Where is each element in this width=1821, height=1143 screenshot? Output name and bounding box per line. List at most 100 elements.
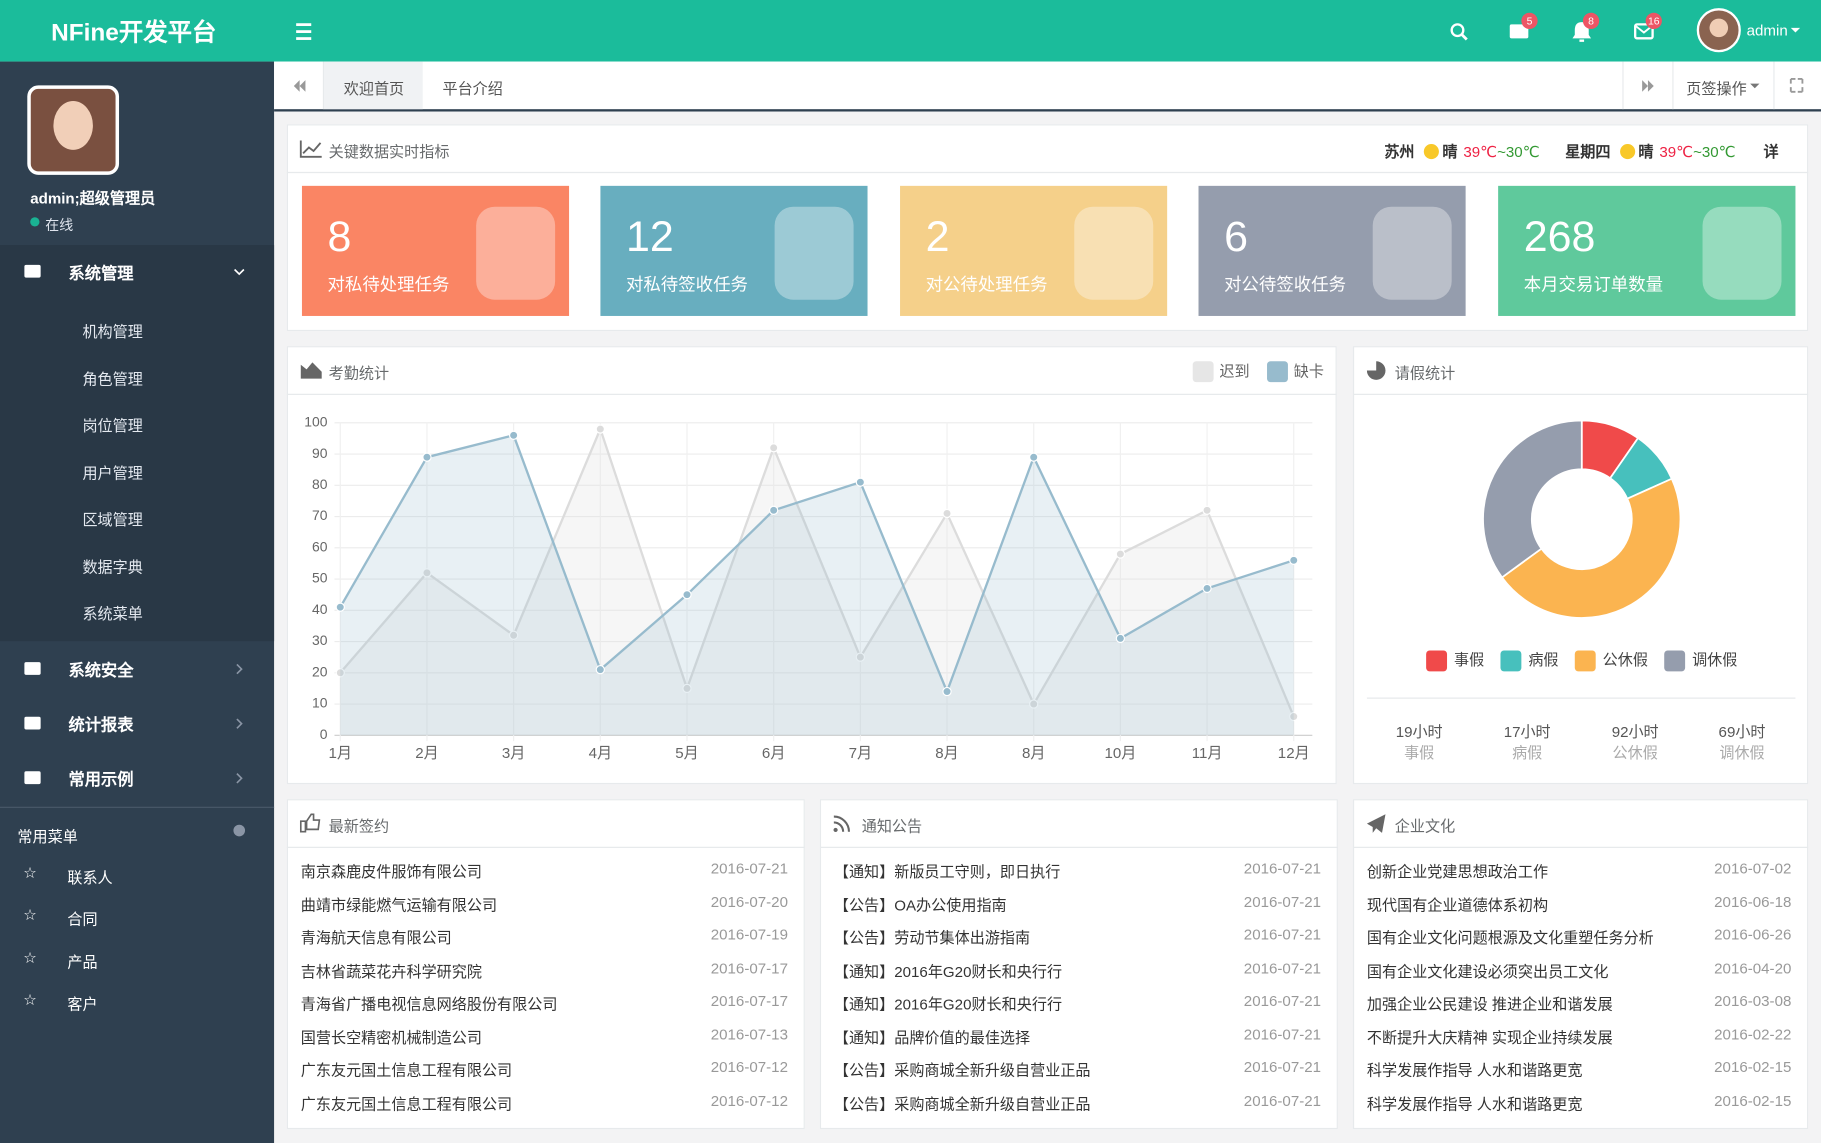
panel-title: 关键数据实时指标 [328, 142, 450, 161]
list-item-name: 科学发展作指导 人水和谐路更宽 [1366, 1094, 1583, 1113]
point [1202, 583, 1212, 594]
legend-swatch [1500, 650, 1522, 672]
list-item-date: 2016-07-21 [1243, 1058, 1322, 1076]
profile-avatar-face [53, 101, 93, 150]
panel-icon [299, 140, 322, 158]
list-item-date: 2016-07-02 [1714, 859, 1792, 878]
point [508, 430, 519, 440]
weather-high: 39℃ [1659, 142, 1694, 161]
stat-value: 69小时 [1719, 724, 1766, 741]
tab[interactable] [324, 61, 423, 110]
panel [286, 346, 1337, 785]
list-item-name: 广东友元国土信息工程有限公司 [300, 1061, 513, 1080]
panel-icon [833, 815, 850, 832]
header-user: admin [1747, 22, 1788, 39]
list-item-date: 2016-02-15 [1714, 1091, 1792, 1109]
legend-swatch [1664, 650, 1686, 672]
weather-city: 苏州 [1384, 142, 1415, 161]
kpi-label: 对公待处理任务 [925, 275, 1048, 296]
kpi-label: 对私待签收任务 [625, 275, 748, 296]
menu-icon [24, 264, 41, 278]
panel-icon [299, 813, 321, 833]
list-item-date: 2016-07-19 [710, 925, 788, 944]
x-tick-label: 8月 [935, 745, 958, 762]
panel-title: 最新签约 [328, 817, 390, 836]
menu-toggle-bar [296, 30, 312, 33]
list-item-name: 广东友元国土信息工程有限公司 [300, 1094, 513, 1113]
list-item-name: 创新企业党建思想政治工作 [1366, 863, 1549, 881]
panel-icon [1366, 361, 1386, 380]
point [682, 590, 692, 600]
favorites-title: 常用菜单 [17, 828, 78, 846]
kpi-card[interactable] [301, 185, 570, 316]
kpi-card[interactable] [900, 185, 1168, 316]
menu-label: 系统管理 [68, 263, 134, 283]
menu-label: 常用示例 [68, 770, 134, 789]
kpi-card[interactable] [600, 185, 868, 316]
tab-actions[interactable] [1672, 61, 1773, 110]
y-tick-label: 10 [312, 695, 328, 711]
list-item-name: 国有企业文化问题根源及文化重塑任务分析 [1366, 929, 1654, 947]
x-tick-label: 10月 [1104, 745, 1136, 762]
x-tick-label: 2月 [415, 745, 438, 762]
kpi-label: 对公待签收任务 [1224, 275, 1347, 296]
kpi-value: 6 [1224, 212, 1248, 261]
tab-prev[interactable] [274, 61, 325, 110]
list-item-name: 国营长空精密机械制造公司 [300, 1028, 482, 1047]
kpi-card[interactable] [1198, 185, 1466, 316]
y-tick-label: 90 [312, 445, 328, 461]
menu-icon [24, 771, 41, 785]
list-item-name: 南京森鹿皮件服饰有限公司 [300, 863, 482, 881]
tasks-icon [1509, 24, 1529, 39]
weather-sep: ~ [1497, 142, 1506, 161]
list-item-name: 青海省广播电视信息网络股份有限公司 [300, 995, 558, 1013]
point [595, 665, 605, 675]
panel-title: 请假统计 [1394, 364, 1456, 383]
logo: NFine开发平台 [51, 19, 217, 47]
fullscreen-icon [1789, 78, 1804, 93]
point [508, 630, 519, 640]
list-item-name: 加强企业公民建设 推进企业和谐发展 [1366, 995, 1613, 1013]
kpi-icon [1372, 206, 1452, 300]
y-tick-label: 70 [312, 507, 328, 523]
list-item-date: 2016-07-17 [710, 991, 788, 1010]
kpi-card[interactable] [1498, 185, 1796, 316]
list-item-date: 2016-07-12 [710, 1091, 788, 1109]
list-item-date: 2016-07-21 [1243, 1091, 1322, 1109]
list-item-name: 【通知】品牌价值的最佳选择 [833, 1028, 1031, 1047]
menu-arrow [236, 718, 243, 729]
list-item-name: 科学发展作指导 人水和谐路更宽 [1366, 1061, 1583, 1080]
fullscreen[interactable] [1773, 61, 1821, 110]
tab-actions-label: 页签操作 [1686, 80, 1747, 98]
tab-label: 欢迎首页 [343, 80, 405, 98]
kpi-icon [476, 206, 556, 300]
panel [1352, 346, 1809, 785]
favorite-label: 联系人 [67, 868, 113, 887]
list-item-date: 2016-06-26 [1714, 925, 1792, 944]
point [595, 424, 605, 434]
list-item-date: 2016-07-21 [1243, 958, 1322, 977]
x-tick-label: 1月 [329, 745, 352, 762]
point [1029, 699, 1039, 709]
line [339, 433, 1295, 695]
stat-value: 19小时 [1396, 724, 1443, 741]
favorite-label: 产品 [67, 953, 98, 971]
point [1029, 452, 1039, 462]
menu-arrow [236, 663, 243, 675]
weather-high: 39℃ [1463, 142, 1498, 161]
weather: 苏州晴 39℃~30℃ 星期四晴 39℃~30℃ 详 [1384, 139, 1778, 161]
tab-label: 平台介绍 [442, 80, 503, 98]
point [855, 477, 865, 487]
x-tick-label: 8月 [1022, 745, 1045, 762]
point [1289, 555, 1299, 565]
list-item-date: 2016-06-18 [1714, 892, 1792, 911]
panel-icon [1366, 814, 1386, 833]
badge-count: 8 [1588, 16, 1594, 27]
legend-label: 事假 [1454, 652, 1484, 669]
list-item-date: 2016-07-21 [1243, 991, 1322, 1010]
legend-label: 迟到 [1219, 363, 1249, 380]
status-dot [30, 217, 40, 227]
tab-next[interactable] [1622, 61, 1672, 110]
